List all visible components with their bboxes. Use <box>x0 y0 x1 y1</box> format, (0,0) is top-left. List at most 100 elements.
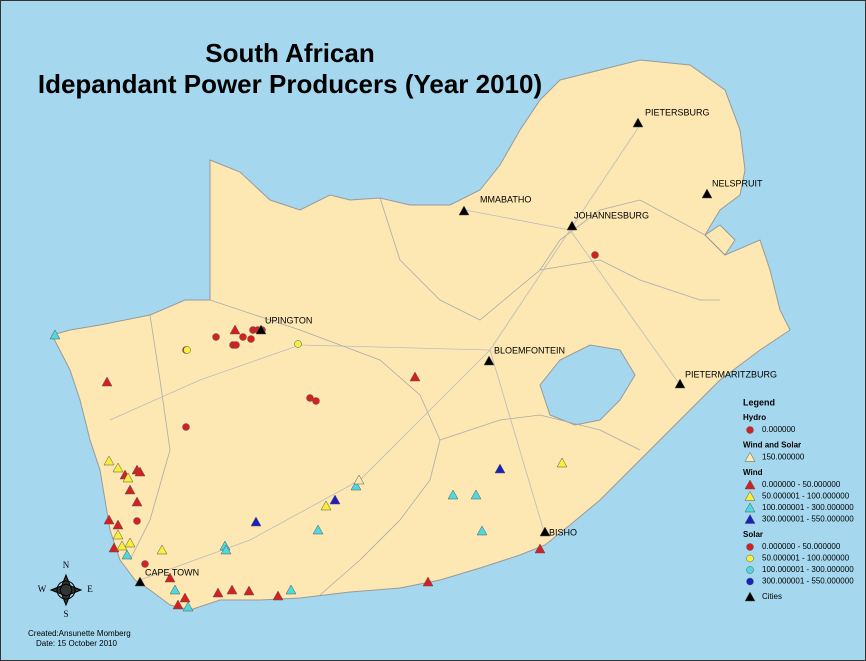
city-label: PIETERSBURG <box>645 107 710 117</box>
wind-marker <box>350 480 362 491</box>
city-label: BLOEMFONTEIN <box>494 345 565 355</box>
wind-marker <box>556 457 568 468</box>
city-marker <box>539 526 551 537</box>
hydro-marker <box>232 341 240 349</box>
city-label: PIETERMARITZBURG <box>685 369 777 379</box>
wind-marker <box>422 576 434 587</box>
city-label: MMABATHO <box>480 194 531 204</box>
city-marker <box>134 576 146 587</box>
legend-symbol <box>744 490 756 501</box>
hydro-marker <box>212 333 220 341</box>
city-label: BISHO <box>549 527 577 537</box>
country-land <box>51 59 791 611</box>
legend-group: Solar <box>743 530 763 539</box>
wind-marker <box>103 455 115 466</box>
legend-symbol <box>744 591 756 602</box>
compass: N S E W <box>38 560 94 619</box>
wind-marker <box>112 529 124 540</box>
legend-item: 0.000000 - 50.000000 <box>762 542 841 551</box>
wind-marker <box>470 489 482 500</box>
city-label: UPINGTON <box>265 315 312 325</box>
legend-item: 0.000000 <box>762 425 796 434</box>
legend-group: Hydro <box>743 413 766 422</box>
wind-marker <box>409 371 421 382</box>
legend-item: 300.000001 - 550.000000 <box>762 577 854 586</box>
legend-item: 100.000001 - 300.000000 <box>762 503 854 512</box>
hydro-marker <box>306 394 314 402</box>
wind-marker <box>243 585 255 596</box>
wind-marker <box>124 537 136 548</box>
lesotho <box>539 344 636 426</box>
wind-marker <box>121 549 133 560</box>
legend-item: 300.000001 - 550.000000 <box>762 515 854 524</box>
legend-group: Wind <box>743 468 763 477</box>
legend-symbol <box>744 479 756 490</box>
wind-marker <box>212 587 224 598</box>
legend-symbol <box>744 502 756 513</box>
hydro-marker <box>182 423 190 431</box>
wind-marker <box>122 472 134 483</box>
wind-marker <box>179 592 191 603</box>
wind-marker <box>112 519 124 530</box>
hydro-marker <box>239 333 247 341</box>
wind-marker <box>534 543 546 554</box>
legend-item: 0.000000 - 50.000000 <box>762 480 841 489</box>
hydro-marker <box>591 251 599 259</box>
wind-marker <box>172 599 184 610</box>
wind-marker <box>124 484 136 495</box>
legend-symbol <box>746 543 754 551</box>
wind-marker <box>250 516 262 527</box>
wind-marker <box>169 584 181 595</box>
compass-e: E <box>87 584 93 594</box>
title-line: South African <box>205 38 374 68</box>
wind-marker <box>494 463 506 474</box>
city-marker <box>632 117 644 128</box>
roads <box>109 124 681 581</box>
legend-symbol <box>746 577 754 586</box>
city-label: CAPE TOWN <box>145 567 199 577</box>
legend-group: Wind and Solar <box>743 441 801 450</box>
hydro-marker <box>133 517 141 525</box>
wind-marker <box>131 496 143 507</box>
city-marker <box>566 220 578 231</box>
wind-marker <box>156 544 168 555</box>
swaziland <box>704 224 736 256</box>
wind-marker <box>116 540 128 551</box>
wind-marker <box>312 524 324 535</box>
legend-symbol <box>744 451 756 462</box>
wind-marker <box>112 462 124 473</box>
wind-marker <box>226 584 238 595</box>
wind-marker <box>49 329 61 340</box>
solar-marker <box>183 346 191 354</box>
wind-marker <box>101 376 113 387</box>
credit: Created:Ansunette Momberg <box>28 629 131 638</box>
wind-marker <box>320 500 332 511</box>
wind-marker <box>134 466 146 477</box>
compass-rose <box>49 573 83 607</box>
legend-symbol <box>746 426 754 434</box>
legend-symbol <box>746 566 754 574</box>
compass-s: S <box>63 609 68 619</box>
wind-marker <box>229 324 241 335</box>
wind-marker <box>476 525 488 536</box>
wind-marker <box>447 489 459 500</box>
legend-item: Cities <box>762 592 782 601</box>
legend-symbol <box>746 554 754 563</box>
title-line: Idepandant Power Producers (Year 2010) <box>38 69 542 99</box>
city-marker <box>255 324 267 335</box>
wind-marker <box>108 542 120 553</box>
legend: Legend Hydro 0.000000 Wind and Solar 150.000… <box>743 397 854 602</box>
legend-symbol <box>744 513 756 524</box>
wind-marker <box>272 590 284 601</box>
hydro-marker <box>312 397 320 405</box>
solar-marker <box>294 340 302 348</box>
hydro-marker <box>247 335 255 343</box>
wind-marker <box>164 572 176 583</box>
title: South African Idepandant Power Producers… <box>38 38 542 99</box>
legend-title: Legend <box>743 397 775 407</box>
city-marker <box>674 378 686 389</box>
legend-item: 50.000001 - 100.000000 <box>762 554 850 563</box>
hydro-marker <box>141 560 149 568</box>
